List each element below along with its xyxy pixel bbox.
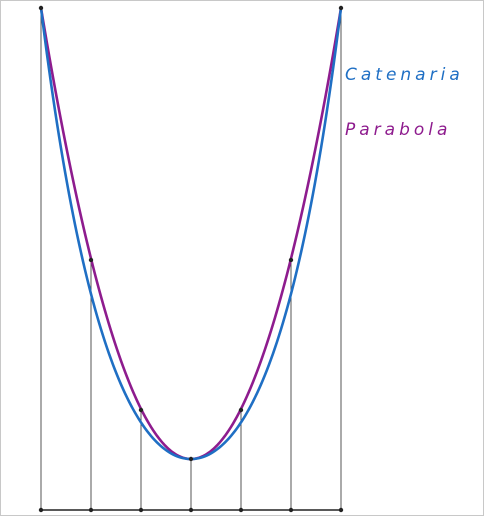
parabola-points (38, 5, 344, 462)
parabola-point (288, 257, 294, 263)
vertical-guides (40, 8, 342, 510)
baseline-point (38, 507, 44, 513)
baseline-point (288, 507, 294, 513)
baseline-points (38, 507, 344, 513)
parabola-point (88, 257, 94, 263)
baseline-point (138, 507, 144, 513)
parabola-curve (39, 6, 343, 461)
legend-parabola: Parabola (345, 120, 451, 140)
baseline-point (238, 507, 244, 513)
baseline-point (88, 507, 94, 513)
parabola-point (338, 5, 344, 11)
baseline-point (338, 507, 344, 513)
parabola-point (38, 5, 44, 11)
parabola-point (188, 456, 194, 462)
legend-catenaria: Catenaria (345, 65, 464, 85)
parabola-point (238, 407, 244, 413)
parabola-point (138, 407, 144, 413)
baseline-point (188, 507, 194, 513)
